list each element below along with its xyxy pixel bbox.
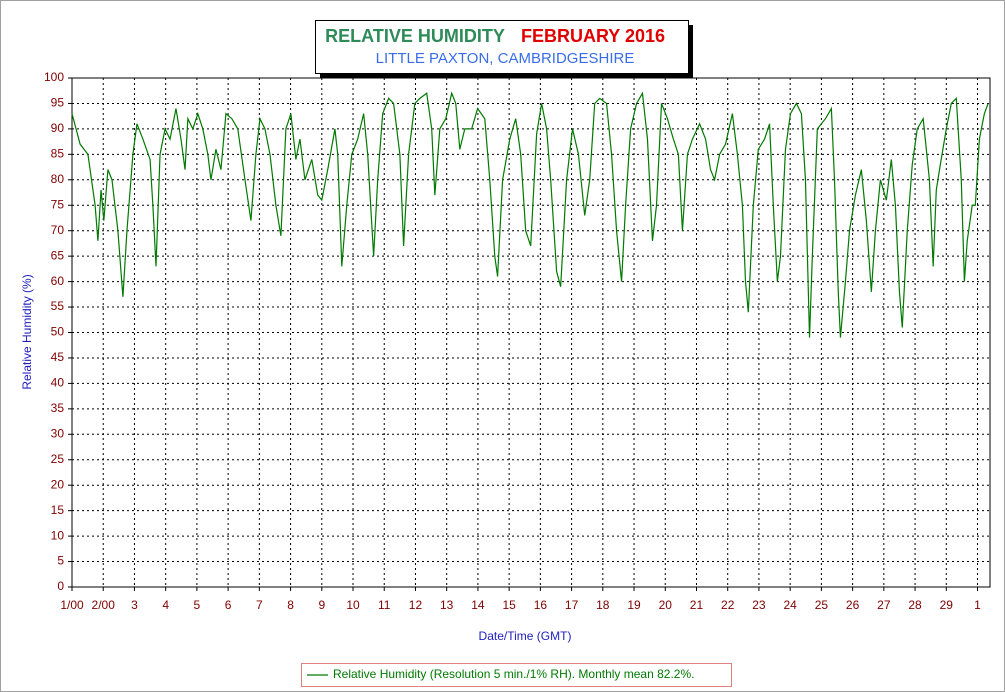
y-tick-label: 70 bbox=[51, 223, 65, 237]
y-tick-label: 85 bbox=[51, 147, 65, 161]
x-tick-label: 27 bbox=[877, 598, 891, 612]
x-tick-label: 28 bbox=[908, 598, 922, 612]
y-tick-label: 45 bbox=[51, 350, 65, 364]
x-tick-label: 21 bbox=[690, 598, 704, 612]
y-tick-label: 60 bbox=[51, 274, 65, 288]
x-tick-label: 20 bbox=[659, 598, 673, 612]
x-tick-label: 7 bbox=[256, 598, 263, 612]
x-tick-label: 16 bbox=[534, 598, 548, 612]
y-tick-label: 75 bbox=[51, 197, 65, 211]
x-tick-label: 4 bbox=[162, 598, 169, 612]
x-tick-label: 18 bbox=[596, 598, 610, 612]
y-axis-label: Relative Humidity (%) bbox=[20, 274, 34, 389]
x-tick-label: 1 bbox=[974, 598, 981, 612]
y-tick-label: 50 bbox=[51, 325, 65, 339]
y-tick-label: 95 bbox=[51, 96, 65, 110]
y-tick-label: 5 bbox=[57, 554, 64, 568]
x-tick-label: 19 bbox=[627, 598, 641, 612]
x-tick-label: 25 bbox=[815, 598, 829, 612]
x-tick-label: 17 bbox=[565, 598, 579, 612]
title-box bbox=[315, 20, 689, 74]
y-tick-label: 90 bbox=[51, 121, 65, 135]
legend bbox=[301, 663, 732, 687]
x-tick-label: 14 bbox=[471, 598, 485, 612]
x-axis-label: Date/Time (GMT) bbox=[479, 629, 572, 643]
x-tick-label: 1/00 bbox=[60, 598, 84, 612]
chart-title-date: FEBRUARY 2016 bbox=[521, 26, 665, 46]
plot-frame bbox=[71, 77, 991, 588]
y-tick-label: 20 bbox=[51, 477, 65, 491]
y-tick-label: 65 bbox=[51, 248, 65, 262]
y-tick-label: 55 bbox=[51, 299, 65, 313]
y-tick-label: 40 bbox=[51, 376, 65, 390]
x-tick-label: 8 bbox=[287, 598, 294, 612]
y-tick-label: 100 bbox=[44, 70, 64, 84]
chart-subtitle: LITTLE PAXTON, CAMBRIDGESHIRE bbox=[376, 50, 635, 67]
x-tick-label: 3 bbox=[131, 598, 138, 612]
legend-label: Relative Humidity (Resolution 5 min./1% … bbox=[333, 667, 694, 681]
x-tick-label: 6 bbox=[225, 598, 232, 612]
x-tick-label: 29 bbox=[940, 598, 954, 612]
y-tick-label: 0 bbox=[57, 579, 64, 593]
y-tick-label: 15 bbox=[51, 503, 65, 517]
x-tick-label: 23 bbox=[752, 598, 766, 612]
data-line bbox=[71, 91, 989, 338]
x-tick-label: 22 bbox=[721, 598, 735, 612]
x-tick-label: 2/00 bbox=[92, 598, 116, 612]
x-tick-label: 11 bbox=[378, 598, 391, 612]
x-tick-label: 12 bbox=[409, 598, 423, 612]
y-tick-label: 10 bbox=[51, 528, 65, 542]
x-tick-label: 13 bbox=[440, 598, 454, 612]
x-tick-label: 5 bbox=[194, 598, 201, 612]
x-tick-label: 10 bbox=[346, 598, 360, 612]
y-tick-label: 80 bbox=[51, 172, 65, 186]
chart-title: RELATIVE HUMIDITY bbox=[325, 26, 505, 46]
x-tick-label: 15 bbox=[502, 598, 516, 612]
y-tick-label: 25 bbox=[51, 452, 65, 466]
x-tick-label: 26 bbox=[846, 598, 860, 612]
x-tick-label: 9 bbox=[318, 598, 325, 612]
y-tick-label: 30 bbox=[51, 426, 65, 440]
y-tick-label: 35 bbox=[51, 401, 65, 415]
x-tick-label: 24 bbox=[783, 598, 797, 612]
